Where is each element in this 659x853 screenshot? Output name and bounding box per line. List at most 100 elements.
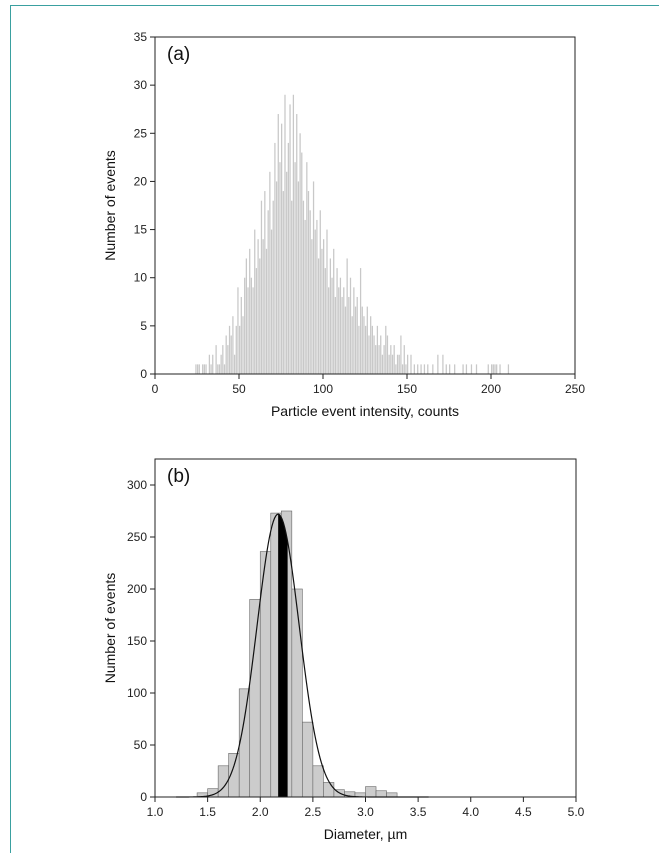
histogram-bar: [312, 765, 324, 798]
histogram-bar: [208, 354, 211, 374]
histogram-bar: [264, 191, 266, 374]
histogram-bar: [365, 325, 367, 374]
panel-b-highlight-region: [278, 514, 288, 797]
histogram-bar: [356, 296, 358, 374]
y-tick-label: 0: [140, 790, 147, 804]
x-tick-label: 150: [397, 382, 417, 396]
histogram-bar: [292, 94, 295, 375]
histogram-bar: [341, 296, 343, 374]
histogram-bar: [311, 239, 313, 374]
x-tick-label: 0: [152, 382, 159, 396]
histogram-bar: [373, 335, 375, 374]
histogram-bar: [198, 364, 200, 374]
histogram-bar: [375, 345, 377, 374]
histogram-bar: [401, 364, 404, 374]
panel-b-y-ticks: 0 50 100 150 200 250 300: [127, 478, 155, 804]
histogram-bar: [390, 345, 392, 374]
histogram-bar: [368, 335, 370, 374]
histogram-bar: [218, 364, 221, 374]
histogram-bar: [331, 277, 333, 374]
histogram-bar: [492, 364, 494, 374]
y-tick-label: 5: [140, 319, 147, 333]
histogram-bar: [388, 354, 390, 374]
histogram-bar: [302, 721, 314, 798]
histogram-bar: [294, 162, 296, 374]
y-tick-label: 25: [134, 126, 148, 140]
panel-b-y-axis-label: Number of events: [102, 573, 118, 684]
y-tick-label: 35: [134, 30, 148, 44]
histogram-bar: [354, 306, 357, 374]
histogram-bar: [272, 200, 274, 374]
histogram-bar: [507, 364, 510, 374]
histogram-bar: [499, 364, 501, 374]
histogram-bar: [343, 287, 345, 374]
histogram-bar: [225, 335, 227, 374]
histogram-bar: [396, 354, 399, 374]
histogram-bar: [487, 364, 489, 374]
histogram-bar: [267, 210, 269, 374]
y-tick-label: 200: [127, 582, 147, 596]
panel-a-chart: 0 50 100 150 200 250 0 5 10 15 20 25 30 35 (a) Parti…: [102, 30, 585, 419]
histogram-bar: [296, 114, 298, 375]
histogram-bar: [233, 354, 236, 374]
histogram-bar: [405, 364, 407, 374]
histogram-bar: [386, 792, 398, 798]
histogram-bar: [274, 142, 276, 374]
panel-a-x-axis-label: Particle event intensity, counts: [271, 403, 459, 419]
histogram-bar: [344, 306, 347, 374]
histogram-bar: [366, 306, 368, 374]
x-tick-label: 5.0: [568, 805, 585, 819]
histogram-bar: [470, 364, 473, 374]
histogram-bar: [349, 277, 352, 374]
histogram-bar: [432, 364, 434, 374]
histogram-bar: [454, 364, 456, 374]
histogram-bar: [334, 296, 337, 374]
histogram-bar: [282, 191, 284, 374]
panel-a-plot-frame: [154, 36, 576, 375]
histogram-bar: [385, 325, 387, 374]
histogram-bar: [301, 152, 303, 374]
histogram-bar: [333, 248, 335, 374]
panel-b-x-axis-label: Diameter, µm: [324, 826, 408, 842]
histogram-bar: [230, 335, 232, 374]
histogram-bar: [210, 364, 212, 374]
y-tick-label: 20: [134, 174, 148, 188]
histogram-bar: [314, 229, 316, 374]
histogram-bar: [339, 277, 342, 374]
histogram-bar: [393, 345, 395, 374]
y-tick-label: 0: [140, 367, 147, 381]
histogram-bar: [286, 171, 288, 374]
histogram-bar: [328, 287, 330, 374]
x-tick-label: 1.0: [147, 805, 164, 819]
histogram-bar: [323, 782, 335, 798]
histogram-bar: [427, 364, 429, 374]
x-tick-label: 4.0: [462, 805, 479, 819]
histogram-bar: [202, 364, 204, 374]
histogram-bar: [299, 133, 301, 374]
histogram-bar: [240, 296, 242, 374]
x-tick-label: 3.5: [410, 805, 427, 819]
histogram-bar: [407, 354, 409, 374]
histogram-bar: [244, 277, 246, 374]
histogram-bar: [312, 181, 315, 374]
panel-a-label: (a): [167, 44, 190, 65]
panel-b-bars: [196, 510, 398, 798]
histogram-bar: [445, 364, 447, 374]
histogram-bar: [496, 364, 498, 374]
panel-a-y-axis-label: Number of events: [102, 150, 118, 261]
histogram-bar: [269, 171, 271, 374]
histogram-bar: [302, 200, 305, 374]
histogram-bar: [239, 325, 241, 374]
histogram-bar: [270, 229, 273, 374]
panel-a-y-ticks: 0 5 10 15 20 25 30 35: [134, 30, 155, 381]
histogram-bar: [398, 354, 400, 374]
histogram-bar: [237, 287, 239, 374]
histogram-bar: [351, 316, 353, 374]
histogram-bar: [287, 142, 289, 374]
histogram-bar: [215, 345, 217, 374]
x-tick-label: 2.5: [305, 805, 322, 819]
histogram-bar: [284, 94, 286, 375]
histogram-bar: [260, 200, 263, 374]
panel-b-plot-frame: [154, 458, 577, 798]
histogram-bar: [336, 268, 338, 374]
